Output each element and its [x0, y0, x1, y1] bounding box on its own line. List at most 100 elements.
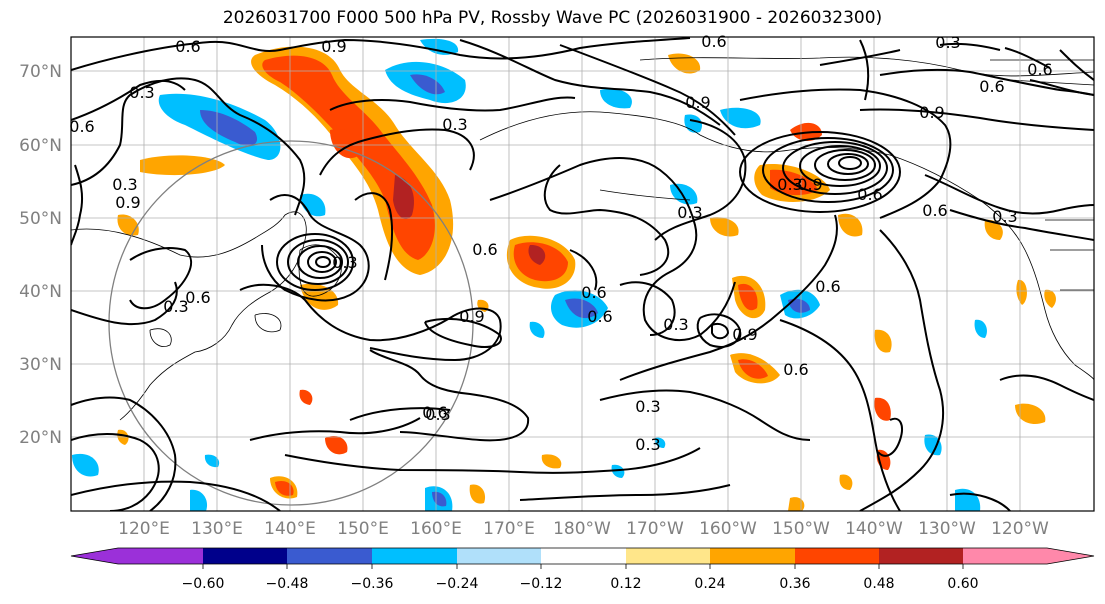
negative-anomaly-patch — [670, 183, 698, 205]
colorbar-extend-high — [1047, 548, 1094, 564]
colorbar-segment — [287, 548, 372, 564]
colorbar-segment — [457, 548, 541, 564]
lat-label: 40°N — [19, 282, 62, 302]
colorbar-tick-label: 0.12 — [610, 576, 641, 592]
lon-label: 130°E — [191, 519, 243, 539]
contour-label: 0.3 — [332, 253, 357, 272]
negative-anomaly-patch — [529, 321, 545, 338]
colorbar-segment — [963, 548, 1047, 564]
positive-anomaly-patch — [325, 435, 348, 455]
contour-label: 0.3 — [663, 315, 688, 334]
positive-anomaly-patch — [874, 397, 891, 421]
contour-label: 0.6 — [701, 32, 726, 51]
coastlines — [71, 56, 1094, 421]
negative-anomaly-patch — [955, 488, 981, 511]
positive-anomaly-patch — [299, 389, 313, 405]
negative-anomaly-patch — [190, 489, 208, 511]
colorbar-tick-label: 0.24 — [694, 576, 725, 592]
colorbar-extend-low — [71, 548, 118, 564]
colorbar-tick-label: −0.36 — [351, 576, 394, 592]
contour-label: 0.3 — [163, 297, 188, 316]
negative-anomaly-patch — [300, 193, 326, 217]
lat-label: 20°N — [19, 428, 62, 448]
lat-label: 30°N — [19, 355, 62, 375]
contour-label: 0.6 — [175, 37, 200, 56]
lon-label: 120°E — [118, 519, 170, 539]
contour-label: 0.3 — [442, 115, 467, 134]
contour-label: 0.3 — [129, 83, 154, 102]
positive-anomaly-patch — [140, 155, 225, 176]
colorbar-segment — [795, 548, 879, 564]
colorbar-tick-label: −0.60 — [182, 576, 225, 592]
lon-label: 150°W — [772, 519, 830, 539]
positive-anomaly-patch — [788, 497, 805, 511]
contour-label: 0.9 — [459, 307, 484, 326]
contour-label: 0.6 — [857, 185, 882, 204]
contour-label: 0.3 — [425, 405, 450, 424]
contour-label: 0.9 — [732, 325, 757, 344]
latitude-labels: 70°N 60°N 50°N 40°N 30°N 20°N — [19, 62, 62, 448]
map-frame — [70, 36, 1095, 512]
contour-label: 0.3 — [677, 203, 702, 222]
colorbar-segment — [372, 548, 457, 564]
negative-anomaly-patch — [974, 319, 987, 338]
contour-label: 0.6 — [422, 403, 447, 422]
positive-anomaly-patch — [710, 217, 739, 237]
lon-label: 160°E — [410, 519, 462, 539]
negative-anomaly-patch — [720, 107, 761, 129]
positive-anomaly-patch — [393, 175, 415, 220]
positive-anomaly-patch — [262, 55, 435, 260]
contour-label: 0.6 — [1027, 60, 1052, 79]
contour-label: 0.3 — [935, 33, 960, 52]
contour-label: 0.9 — [919, 103, 944, 122]
positive-anomaly-patch — [1015, 403, 1046, 425]
contour-label: 0.6 — [581, 283, 606, 302]
lon-label: 150°E — [337, 519, 389, 539]
contour-label: 0.6 — [815, 277, 840, 296]
lon-label: 160°W — [699, 519, 757, 539]
colorbar-segment — [710, 548, 795, 564]
contour-label: 0.3 — [112, 175, 137, 194]
colorbar-tick-label: 0.36 — [779, 576, 810, 592]
lon-label: 140°W — [845, 519, 903, 539]
positive-anomaly-patch — [738, 283, 758, 311]
contour-label: 0.9 — [321, 37, 346, 56]
lon-label: 120°W — [991, 519, 1049, 539]
negative-anomaly-patch — [924, 434, 942, 456]
colorbar-tick-label: −0.24 — [436, 576, 479, 592]
positive-anomaly-patch — [541, 454, 562, 469]
contour-label: 0.3 — [777, 175, 802, 194]
negative-anomaly-patch — [684, 114, 703, 133]
contour-label: 0.9 — [115, 193, 140, 212]
positive-anomaly-patch — [275, 480, 294, 496]
positive-anomaly-patch — [874, 329, 892, 353]
colorbar-tick-label: −0.12 — [520, 576, 563, 592]
contour-label: 0.9 — [685, 93, 710, 112]
contour-label: 0.6 — [783, 360, 808, 379]
chart-title: 2026031700 F000 500 hPa PV, Rossby Wave … — [222, 8, 883, 28]
lon-label: 140°E — [264, 519, 316, 539]
lon-label: 170°W — [626, 519, 684, 539]
contour-label: 0.6 — [587, 307, 612, 326]
positive-anomaly-patch — [1044, 289, 1056, 308]
colorbar: −0.60 −0.48 −0.36 −0.24 −0.12 0.12 0.24 … — [70, 547, 1095, 592]
positive-anomaly-patch — [668, 53, 701, 74]
negative-anomaly-patch — [611, 464, 625, 478]
negative-anomaly-patch — [432, 491, 447, 507]
contour-labels: 0.6 0.9 0.3 0.6 0.3 0.9 0.6 0.3 0.3 0.6 … — [69, 32, 1052, 454]
positive-anomaly-patch — [838, 213, 863, 237]
colorbar-tick-label: 0.48 — [863, 576, 894, 592]
positive-anomaly-patch — [469, 484, 486, 504]
negative-anomaly-patch — [788, 298, 810, 313]
pv-contours — [71, 37, 1094, 511]
colorbar-segment — [879, 548, 963, 564]
negative-anomaly-patch — [204, 454, 220, 468]
lat-label: 60°N — [19, 136, 62, 156]
positive-anomaly-patch — [839, 474, 853, 490]
lat-label: 50°N — [19, 209, 62, 229]
colorbar-segment — [203, 548, 287, 564]
colorbar-tick-label: −0.48 — [266, 576, 309, 592]
lon-label: 170°E — [483, 519, 535, 539]
lon-label: 180°W — [553, 519, 611, 539]
